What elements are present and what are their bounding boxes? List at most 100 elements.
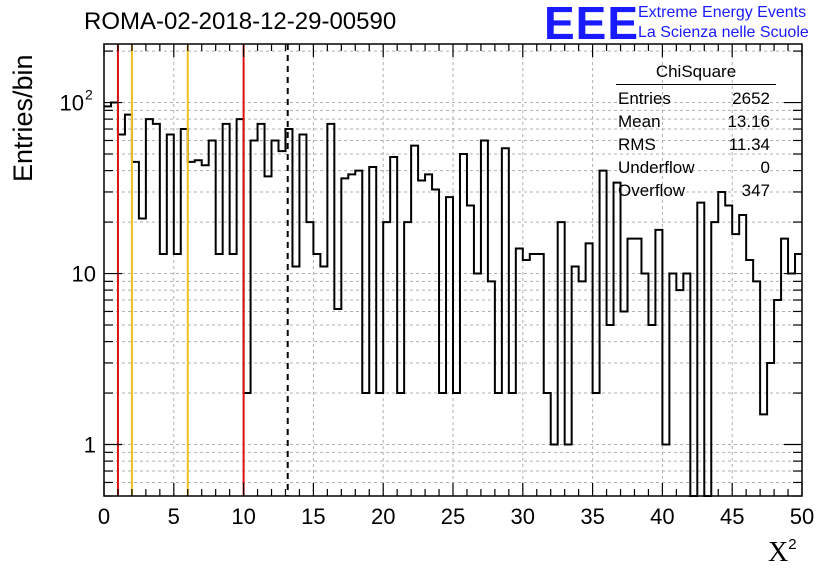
stats-label: Mean (618, 112, 661, 131)
histogram-bin (265, 176, 272, 496)
histogram-bin (502, 148, 509, 496)
histogram-bin (209, 140, 216, 496)
histogram-bin (348, 174, 355, 496)
histogram-bin (565, 445, 572, 496)
histogram-bin (488, 281, 495, 496)
histogram-bin (383, 222, 390, 496)
histogram-bin (111, 103, 118, 496)
stats-value: 347 (741, 181, 770, 200)
stats-row-rms: RMS 11.34 (612, 133, 780, 156)
histogram-bin (669, 274, 676, 496)
histogram-bin (614, 183, 621, 496)
histogram-bin (146, 119, 153, 496)
histogram-bin (292, 266, 299, 496)
histogram-bin (411, 146, 418, 496)
stats-label: Underflow (618, 158, 695, 177)
histogram-bin (251, 140, 258, 496)
histogram-bin (474, 274, 481, 496)
histogram-bin (593, 393, 600, 496)
eee-logo: EEE (544, 0, 640, 49)
histogram-bin (628, 239, 635, 496)
eee-logo-line2: La Scienza nelle Scuole (638, 24, 809, 41)
histogram-bin (558, 222, 565, 496)
stats-row-entries: Entries 2652 (612, 87, 780, 110)
x-tick-label: 5 (168, 504, 180, 529)
histogram-bin (369, 167, 376, 496)
histogram-bin (299, 135, 306, 496)
x-tick-label: 35 (580, 504, 604, 529)
histogram-bin (655, 230, 662, 496)
histogram-bin (223, 124, 230, 496)
histogram-bin (781, 239, 788, 496)
histogram-bin (453, 393, 460, 496)
histogram-bin (188, 162, 195, 496)
histogram-bin (174, 254, 181, 496)
histogram-bin (530, 254, 537, 496)
x-tick-label: 40 (650, 504, 674, 529)
histogram-bin (237, 119, 244, 496)
histogram-bin (132, 162, 139, 496)
histogram-bin (118, 135, 125, 496)
histogram-bin (334, 309, 341, 496)
histogram-bin (418, 181, 425, 496)
histogram-bin (746, 260, 753, 496)
histogram-bin (460, 154, 467, 496)
histogram-bin (760, 414, 767, 496)
histogram-bin (446, 197, 453, 496)
stats-value: 11.34 (728, 135, 770, 154)
histogram-bin (516, 249, 523, 496)
histogram-bin (579, 281, 586, 496)
y-tick-label: 10 (60, 91, 84, 116)
histogram-bin (732, 234, 739, 496)
stats-value: 13.16 (727, 112, 770, 131)
stats-value: 2652 (732, 89, 770, 108)
histogram-bin (104, 106, 111, 496)
histogram-bin (432, 190, 439, 496)
histogram-bin (697, 203, 704, 496)
histogram-bin (600, 171, 607, 496)
histogram-bin (509, 393, 516, 496)
histogram-bin (306, 222, 313, 496)
histogram-bin (244, 393, 251, 496)
histogram-bin (753, 281, 760, 496)
histogram-bin (258, 124, 265, 496)
x-tick-label: 25 (441, 504, 465, 529)
stats-row-underflow: Underflow 0 (612, 156, 780, 179)
stats-title: ChiSquare (616, 62, 776, 85)
histogram-bin (634, 239, 641, 496)
histogram-bin (788, 274, 795, 496)
histogram-bin (139, 218, 146, 496)
x-tick-label: 45 (720, 504, 744, 529)
histogram-bin (355, 171, 362, 496)
histogram-bin (125, 115, 132, 496)
histogram-bin (572, 266, 579, 496)
x-tick-label: 20 (371, 504, 395, 529)
histogram-bin (230, 254, 237, 496)
stats-row-mean: Mean 13.16 (612, 110, 780, 133)
histogram-bin (216, 254, 223, 496)
eee-logo-line1: Extreme Energy Events (638, 4, 807, 21)
histogram-bin (607, 325, 614, 496)
histogram-bin (397, 393, 404, 496)
y-tick-label: 10 (72, 262, 96, 287)
histogram-bin (327, 124, 334, 496)
stats-label: Entries (618, 89, 671, 108)
stats-value: 0 (760, 158, 770, 177)
histogram-bin (641, 274, 648, 496)
histogram-bin (404, 222, 411, 496)
histogram-bin (390, 157, 397, 496)
x-tick-label: 15 (301, 504, 325, 529)
y-tick-label-exponent: 2 (85, 87, 93, 103)
histogram-bin (718, 192, 725, 496)
histogram-bin (711, 222, 718, 496)
y-tick-label: 1 (84, 433, 96, 458)
x-tick-label: 50 (790, 504, 814, 529)
histogram-bin (362, 393, 369, 496)
stats-label: Overflow (618, 181, 686, 200)
stats-label: RMS (618, 135, 656, 154)
histogram-bin (676, 290, 683, 496)
histogram-bin (341, 178, 348, 496)
histogram-bin (495, 393, 502, 496)
histogram-bin (425, 174, 432, 496)
